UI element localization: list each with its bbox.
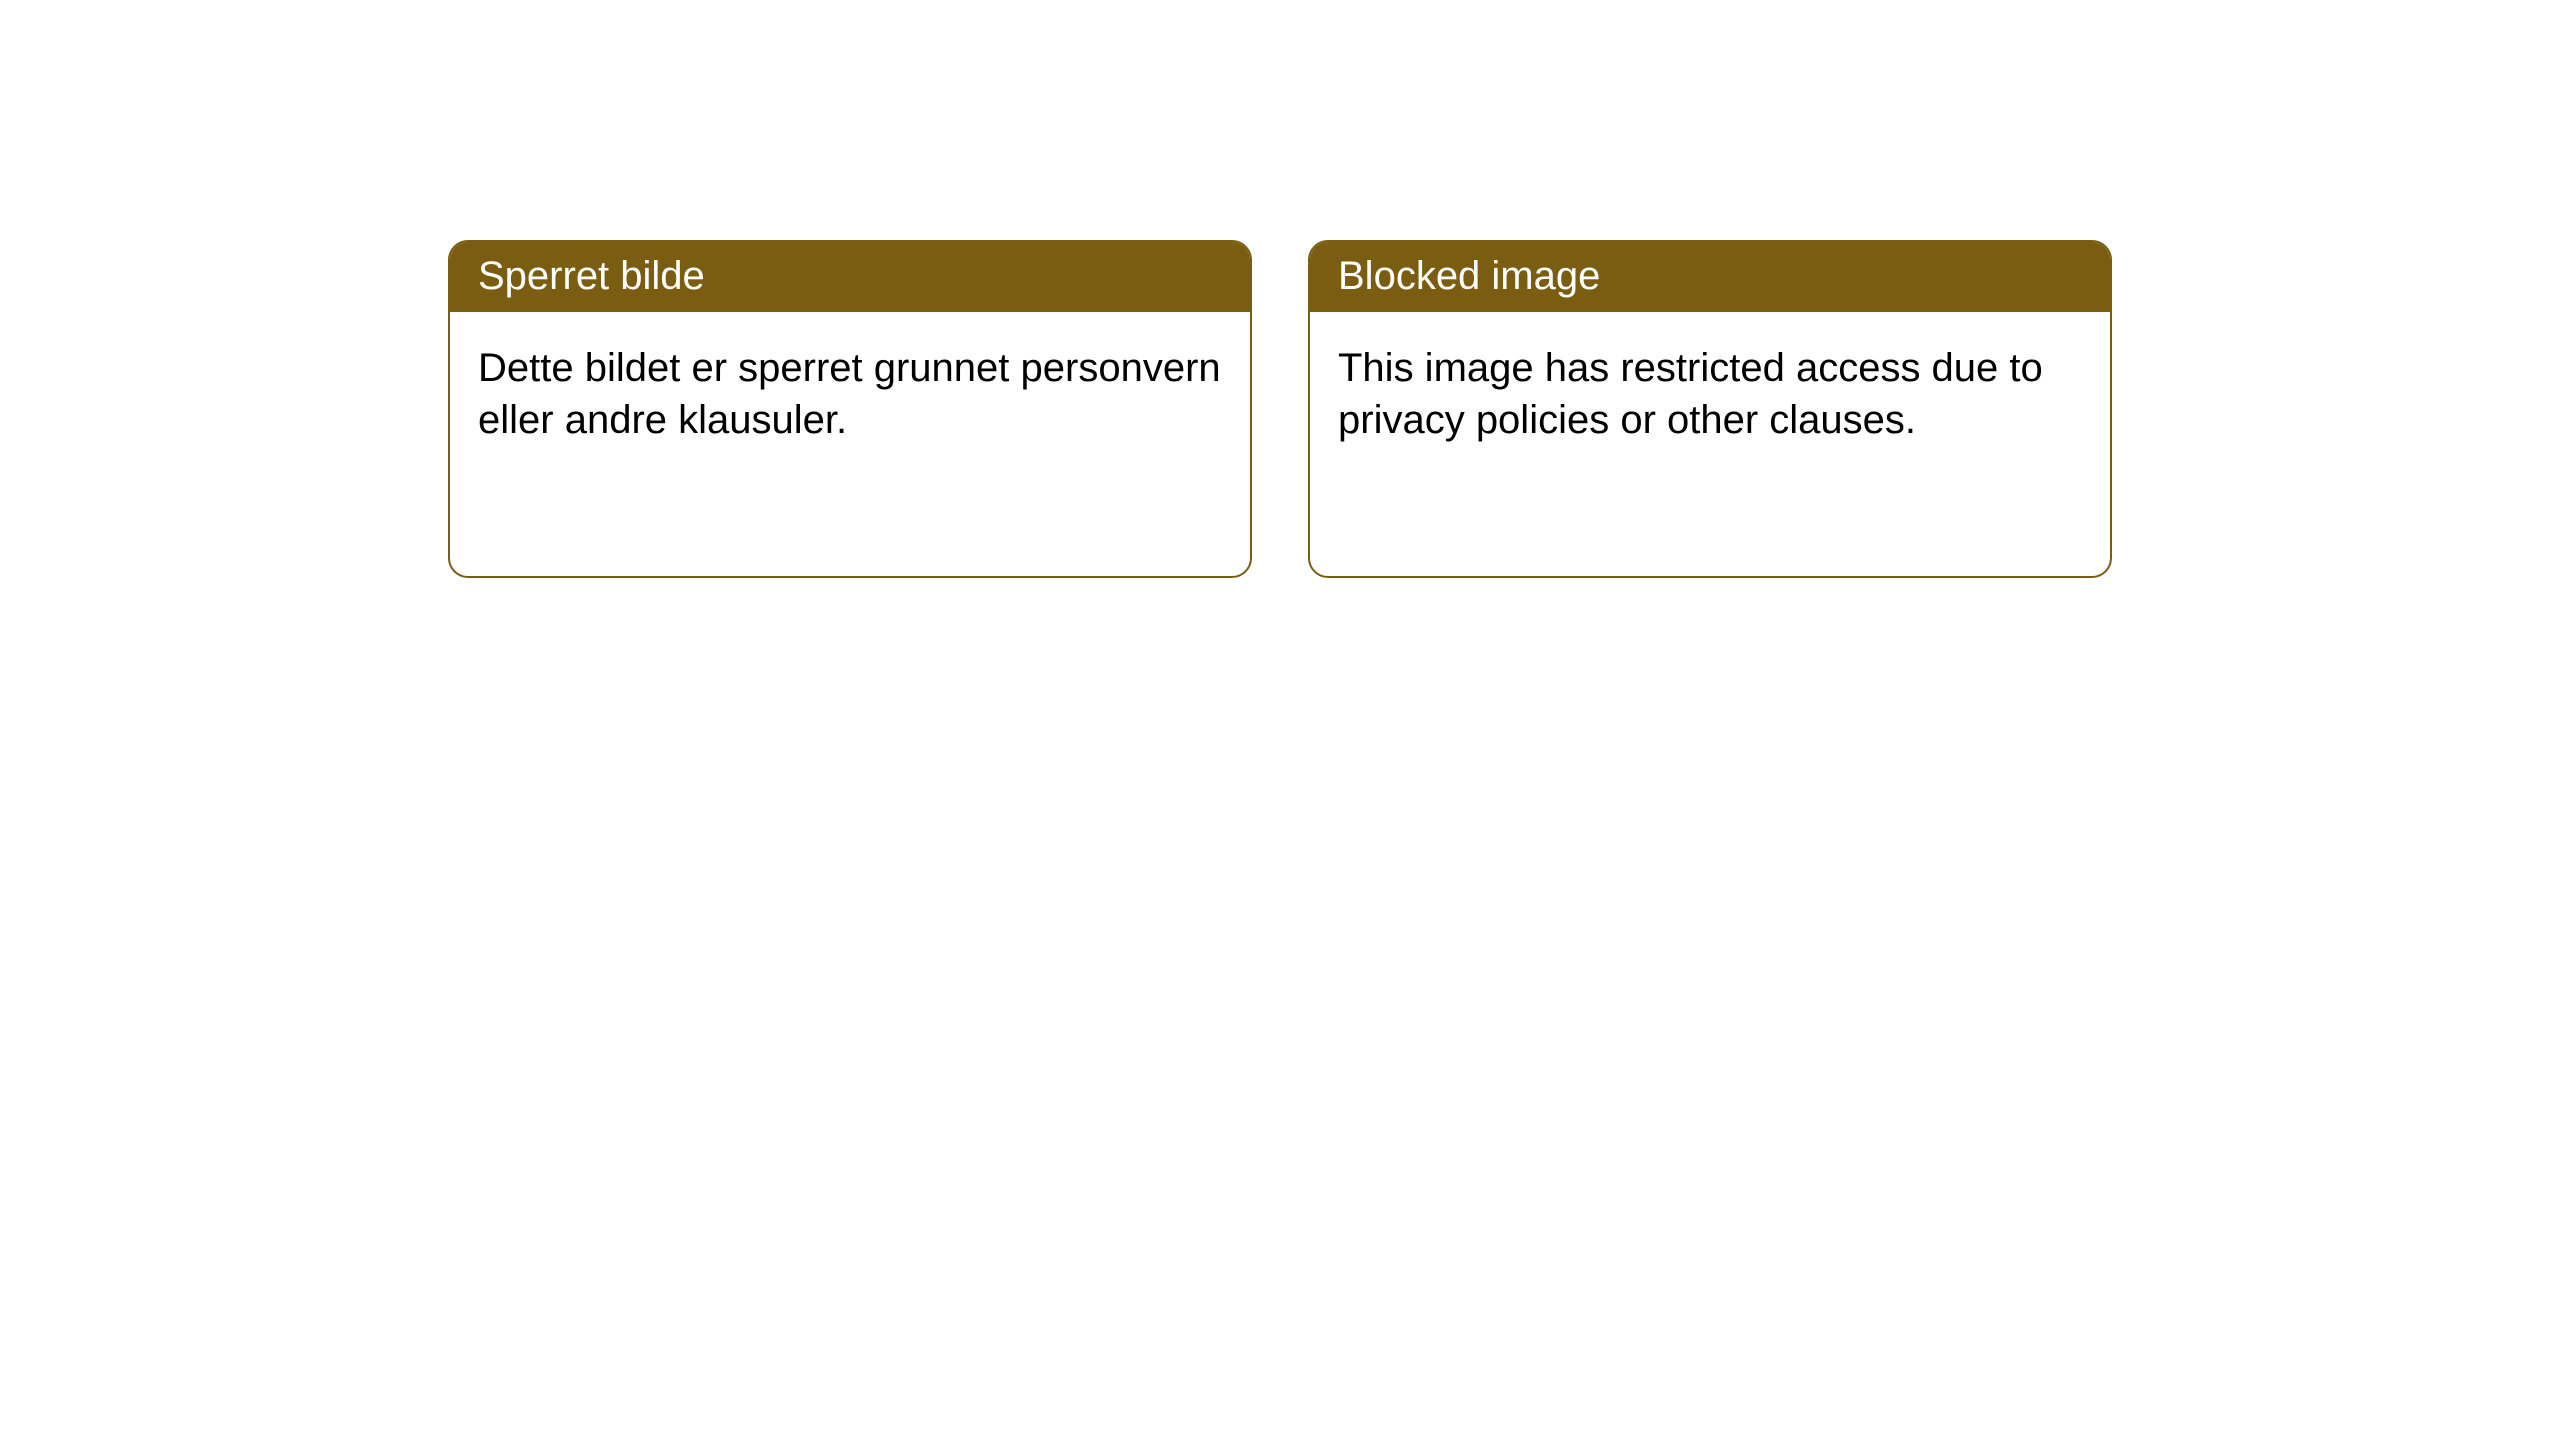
notice-body: This image has restricted access due to … bbox=[1310, 312, 2110, 476]
notice-title: Blocked image bbox=[1338, 254, 1600, 298]
notice-body: Dette bildet er sperret grunnet personve… bbox=[450, 312, 1250, 476]
notice-body-text: Dette bildet er sperret grunnet personve… bbox=[478, 346, 1221, 442]
notice-header: Blocked image bbox=[1310, 242, 2110, 312]
notice-body-text: This image has restricted access due to … bbox=[1338, 346, 2043, 442]
notice-card-norwegian: Sperret bilde Dette bildet er sperret gr… bbox=[448, 240, 1252, 578]
notice-card-english: Blocked image This image has restricted … bbox=[1308, 240, 2112, 578]
notice-header: Sperret bilde bbox=[450, 242, 1250, 312]
notice-title: Sperret bilde bbox=[478, 254, 705, 298]
notices-container: Sperret bilde Dette bildet er sperret gr… bbox=[0, 0, 2560, 578]
